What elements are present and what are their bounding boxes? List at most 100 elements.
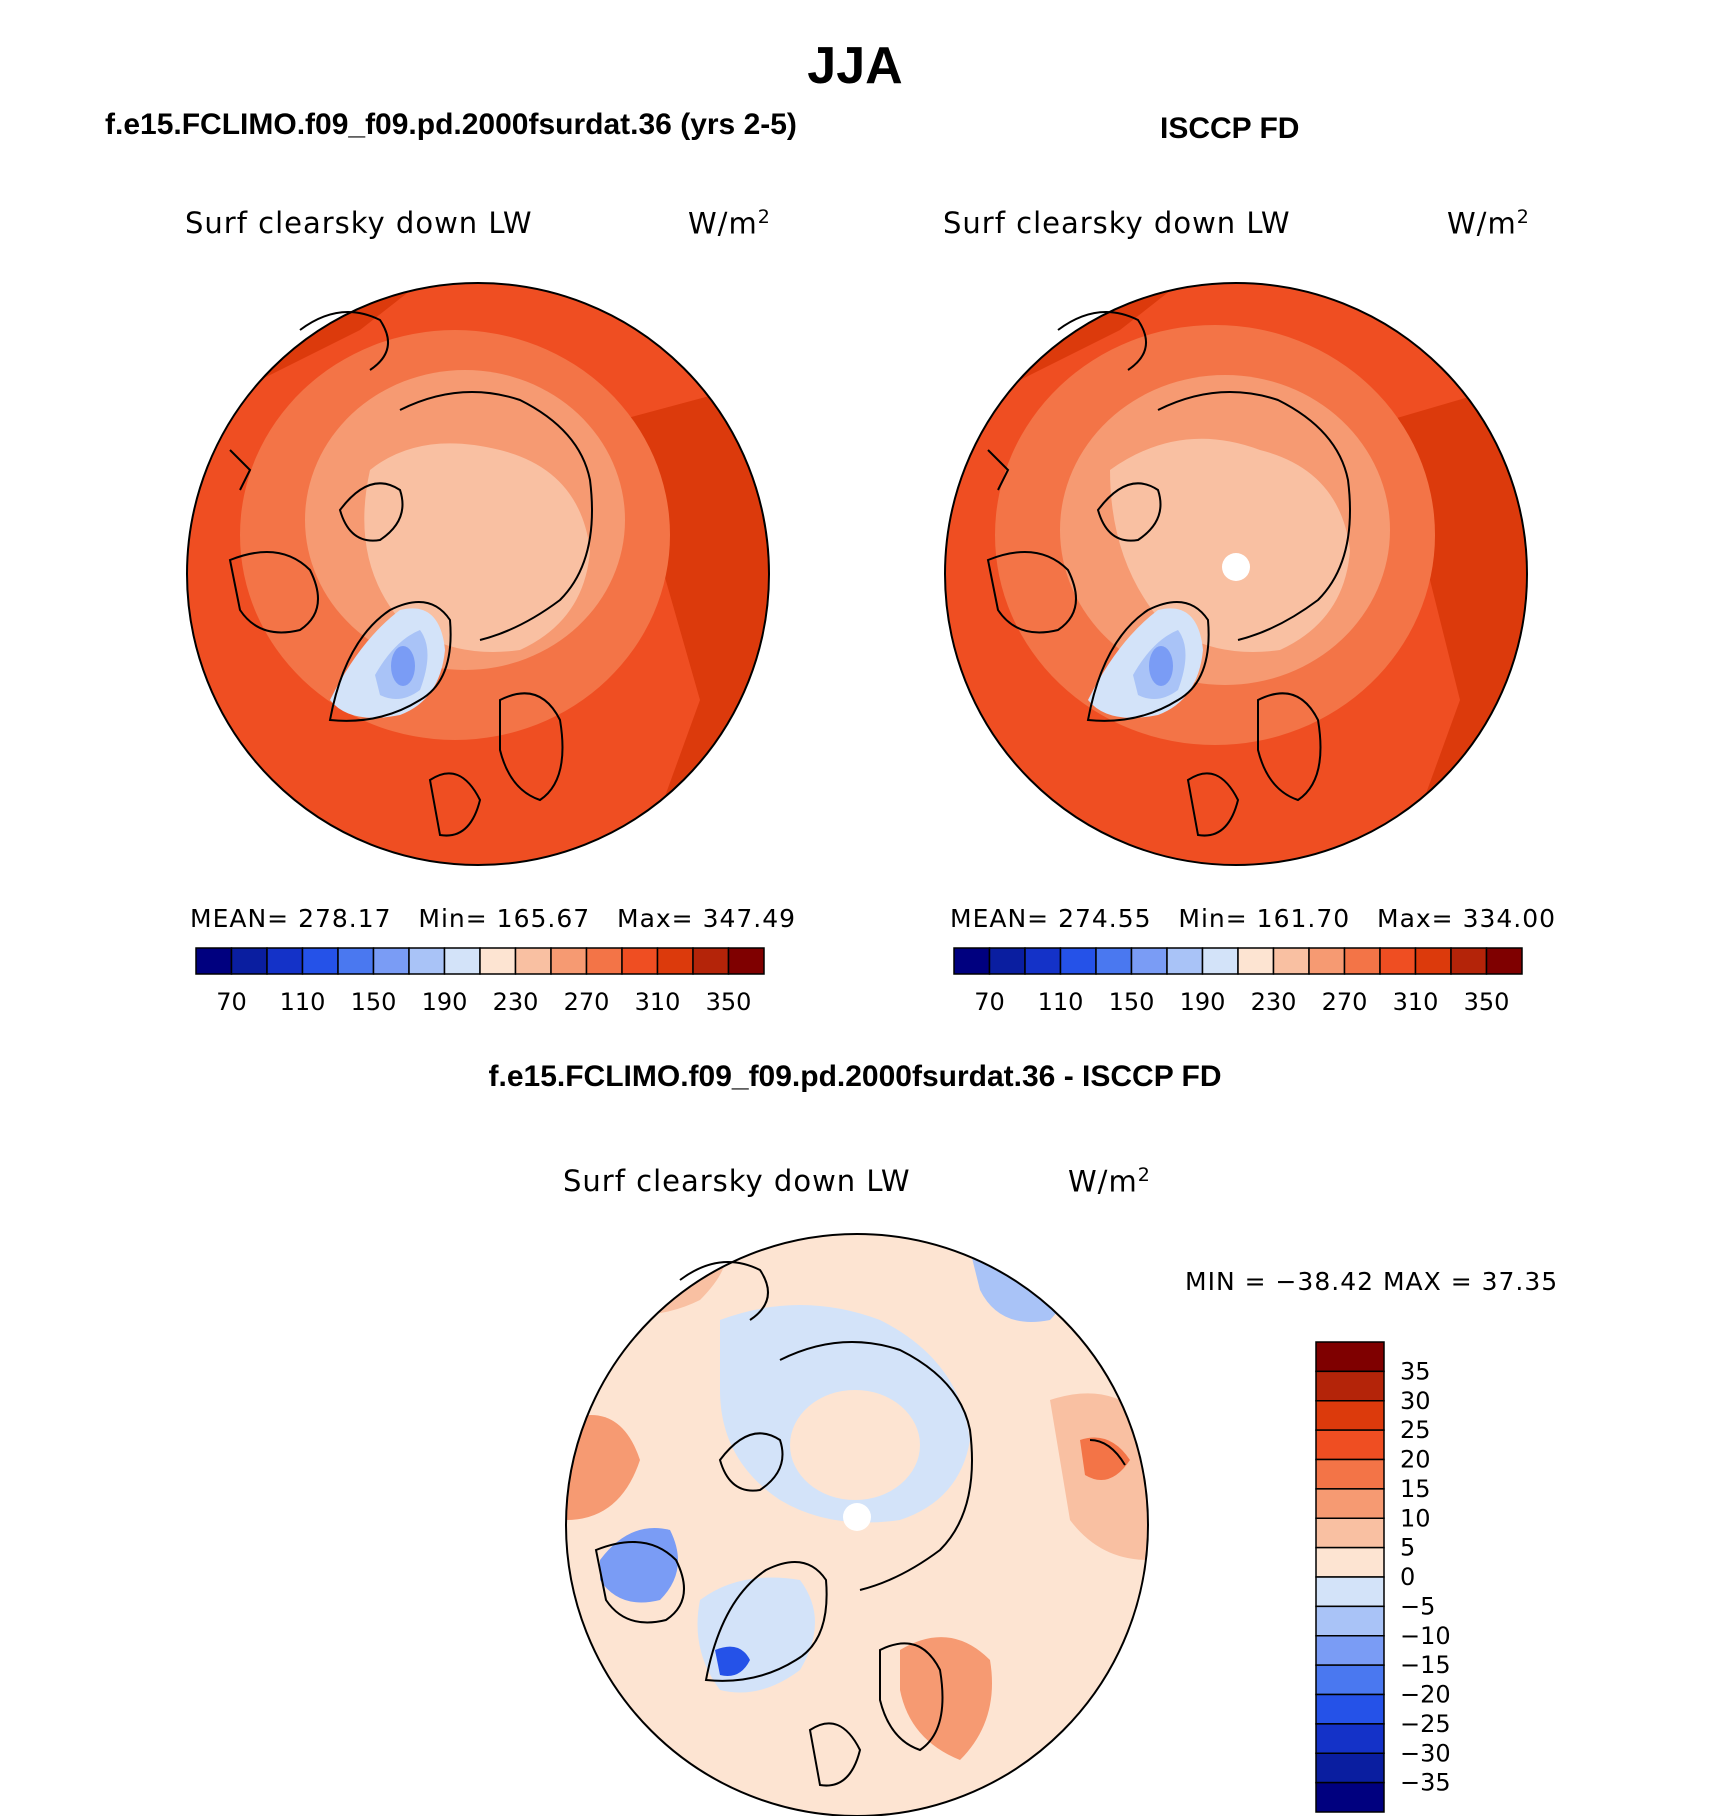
left-colorbar-box xyxy=(621,947,659,975)
diff-colorbar-box xyxy=(1315,1635,1385,1666)
diff-coastlines xyxy=(594,1261,1126,1787)
right-greenland-core xyxy=(1149,646,1173,686)
left-polar-map xyxy=(186,282,770,866)
left-colorbar-tick-label: 150 xyxy=(351,988,397,1016)
right-colorbar-tick-label: 70 xyxy=(974,988,1005,1016)
diff-field-pole-pos xyxy=(790,1390,920,1500)
diff-colorbar-tick-label: −35 xyxy=(1400,1769,1451,1797)
left-colorbar-box xyxy=(372,947,410,975)
left-colorbar-tick-label: 70 xyxy=(216,988,247,1016)
left-colorbar: 70 110 150 190 230 270 310 350 xyxy=(195,947,765,1016)
diff-colorbar-box xyxy=(1315,1429,1385,1461)
diff-field-neg-core xyxy=(715,1646,750,1676)
diff-panel-case-title: f.e15.FCLIMO.f09_f09.pd.2000fsurdat.36 -… xyxy=(488,1060,1222,1093)
right-colorbar-box xyxy=(1414,947,1452,975)
right-mean-value: 274.55 xyxy=(1058,904,1152,933)
right-colorbar-box xyxy=(1450,947,1488,975)
right-colorbar-box xyxy=(1166,947,1204,975)
left-map-boundary xyxy=(186,282,770,866)
left-min-label: Min= xyxy=(418,904,488,933)
left-colorbar-box xyxy=(585,947,623,975)
right-colorbar-tick-label: 270 xyxy=(1322,988,1368,1016)
right-field-band-pale xyxy=(1110,438,1350,652)
left-units-label: W/m2 xyxy=(688,206,771,241)
left-colorbar-box xyxy=(727,947,765,975)
right-colorbar-tick-label: 190 xyxy=(1180,988,1226,1016)
left-variable-label: Surf clearsky down LW xyxy=(185,206,533,240)
diff-colorbar-tick-label: 35 xyxy=(1400,1357,1431,1385)
left-colorbar-box xyxy=(656,947,694,975)
diff-colorbar-tick-label: −5 xyxy=(1400,1592,1435,1620)
diff-minmax-stats: MIN = −38.42 MAX = 37.35 xyxy=(1185,1267,1559,1296)
right-colorbar-box xyxy=(988,947,1026,975)
left-colorbar-box xyxy=(301,947,339,975)
diff-colorbar-tick-label: 5 xyxy=(1400,1534,1415,1562)
diff-field-pos-e2 xyxy=(1080,1437,1130,1480)
diff-colorbar-tick-label: −20 xyxy=(1400,1681,1451,1709)
right-colorbar-box xyxy=(1343,947,1381,975)
diff-colorbar-tick-label: 15 xyxy=(1400,1475,1431,1503)
diff-colorbar-box xyxy=(1315,1723,1385,1754)
right-units-label: W/m2 xyxy=(1447,206,1530,241)
left-colorbar-box xyxy=(337,947,375,975)
right-max-label: Max= xyxy=(1377,904,1454,933)
diff-colorbar-box xyxy=(1315,1605,1385,1637)
right-colorbar-box xyxy=(953,947,991,975)
left-colorbar-box xyxy=(408,947,446,975)
diff-colorbar-tick-label: 20 xyxy=(1400,1446,1431,1474)
left-colorbar-tick-label: 110 xyxy=(280,988,326,1016)
right-stats: MEAN= 274.55 Min= 161.70 Max= 334.00 xyxy=(950,904,1556,933)
right-pole-gap xyxy=(1222,553,1250,581)
diff-field-pos-w xyxy=(566,1415,640,1520)
diff-colorbar-box xyxy=(1315,1341,1385,1373)
right-colorbar-box xyxy=(1201,947,1239,975)
left-panel-case-title: f.e15.FCLIMO.f09_f09.pd.2000fsurdat.36 (… xyxy=(105,108,797,141)
diff-colorbar-box xyxy=(1315,1664,1385,1696)
left-coastlines xyxy=(228,311,593,837)
diff-field-pos-s xyxy=(900,1637,992,1760)
left-colorbar-box xyxy=(514,947,552,975)
left-min-value: 165.67 xyxy=(496,904,591,933)
figure-title: JJA xyxy=(807,37,903,95)
right-min-value: 161.70 xyxy=(1256,904,1351,933)
right-map-boundary xyxy=(944,282,1528,866)
diff-colorbar-tick-label: −10 xyxy=(1400,1622,1451,1650)
diff-colorbar-box xyxy=(1315,1546,1385,1578)
right-colorbar-box xyxy=(1059,947,1097,975)
left-colorbar-tick-label: 350 xyxy=(706,988,752,1016)
right-coastlines xyxy=(986,311,1351,837)
right-polar-map xyxy=(944,282,1528,866)
right-colorbar-box xyxy=(1308,947,1346,975)
right-colorbar-box xyxy=(1485,947,1523,975)
diff-colorbar-tick-label: −30 xyxy=(1400,1739,1451,1767)
diff-colorbar-tick-label: −25 xyxy=(1400,1710,1451,1738)
right-colorbar-box xyxy=(1024,947,1062,975)
diff-colorbar-box xyxy=(1315,1400,1385,1431)
left-greenland-core xyxy=(391,646,415,686)
right-mean-label: MEAN= xyxy=(950,904,1050,933)
left-max-label: Max= xyxy=(617,904,694,933)
left-colorbar-tick-label: 230 xyxy=(493,988,539,1016)
left-colorbar-box xyxy=(195,947,233,975)
diff-pole-gap xyxy=(843,1503,871,1531)
diff-variable-label: Surf clearsky down LW xyxy=(563,1164,911,1198)
right-colorbar-tick-label: 310 xyxy=(1393,988,1439,1016)
left-colorbar-box xyxy=(550,947,588,975)
right-colorbar-tick-label: 230 xyxy=(1251,988,1297,1016)
right-colorbar-box xyxy=(1379,947,1417,975)
diff-colorbar-box xyxy=(1315,1517,1385,1549)
diff-colorbar-box xyxy=(1315,1781,1385,1813)
right-colorbar-tick-label: 350 xyxy=(1464,988,1510,1016)
right-panel-case-title: ISCCP FD xyxy=(1160,112,1300,145)
right-colorbar-tick-label: 150 xyxy=(1109,988,1155,1016)
diff-polar-map xyxy=(565,1233,1149,1816)
right-colorbar-box xyxy=(1237,947,1275,975)
left-colorbar-tick-label: 190 xyxy=(422,988,468,1016)
left-colorbar-tick-label: 270 xyxy=(564,988,610,1016)
diff-units-label: W/m2 xyxy=(1068,1164,1151,1199)
diff-colorbar-tick-label: 10 xyxy=(1400,1504,1431,1532)
diff-colorbar-tick-label: 25 xyxy=(1400,1416,1431,1444)
left-stats: MEAN= 278.17 Min= 165.67 Max= 347.49 xyxy=(190,904,796,933)
